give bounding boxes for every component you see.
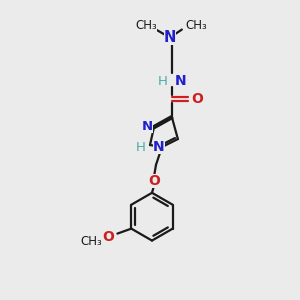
Text: O: O [148,174,160,188]
Text: N: N [153,140,165,154]
Text: N: N [142,120,153,133]
Text: CH₃: CH₃ [81,235,102,248]
Text: CH₃: CH₃ [185,19,207,32]
Text: O: O [103,230,114,244]
Text: CH₃: CH₃ [135,19,157,32]
Text: O: O [191,92,203,106]
Text: N: N [164,30,176,45]
Text: H: H [136,140,146,154]
Text: H: H [158,75,168,88]
Text: N: N [175,74,187,88]
